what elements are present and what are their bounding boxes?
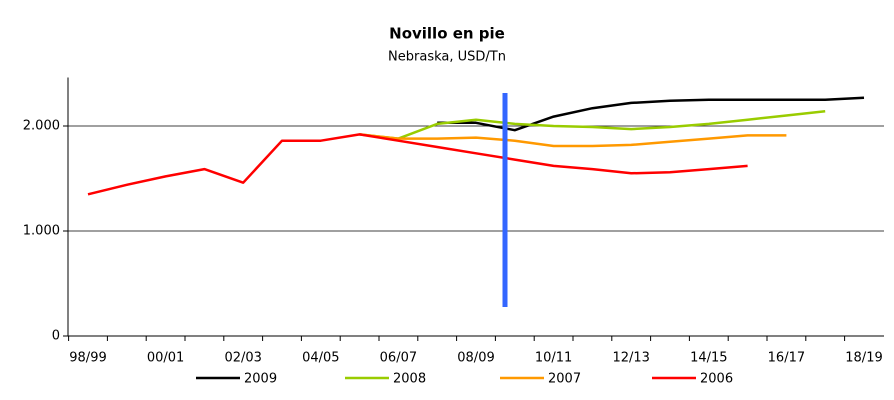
x-tick-label: 18/19 xyxy=(845,351,882,366)
legend-label: 2008 xyxy=(393,372,426,387)
x-tick-label: 16/17 xyxy=(768,351,805,366)
x-tick-label: 12/13 xyxy=(612,351,649,366)
series-line xyxy=(359,110,826,140)
x-tick-label: 08/09 xyxy=(457,351,494,366)
x-tick-label: 02/03 xyxy=(224,351,261,366)
y-tick-label: 1.000 xyxy=(23,224,60,239)
x-tick-label: 98/99 xyxy=(69,351,106,366)
chart-subtitle: Nebraska, USD/Tn xyxy=(388,50,506,65)
legend-label: 2007 xyxy=(548,372,581,387)
x-tick-label: 10/11 xyxy=(535,351,572,366)
x-tick-label: 06/07 xyxy=(380,351,417,366)
x-tick-label: 04/05 xyxy=(302,351,339,366)
y-tick-label: 0 xyxy=(52,329,60,344)
legend-label: 2009 xyxy=(244,372,277,387)
chart-title: Novillo en pie xyxy=(389,25,505,43)
y-tick-label: 2.000 xyxy=(23,119,60,134)
series-line xyxy=(359,133,787,148)
series-line xyxy=(87,133,748,196)
x-tick-label: 00/01 xyxy=(147,351,184,366)
legend-label: 2006 xyxy=(700,372,733,387)
x-tick-label: 14/15 xyxy=(690,351,727,366)
series-line xyxy=(437,96,865,132)
